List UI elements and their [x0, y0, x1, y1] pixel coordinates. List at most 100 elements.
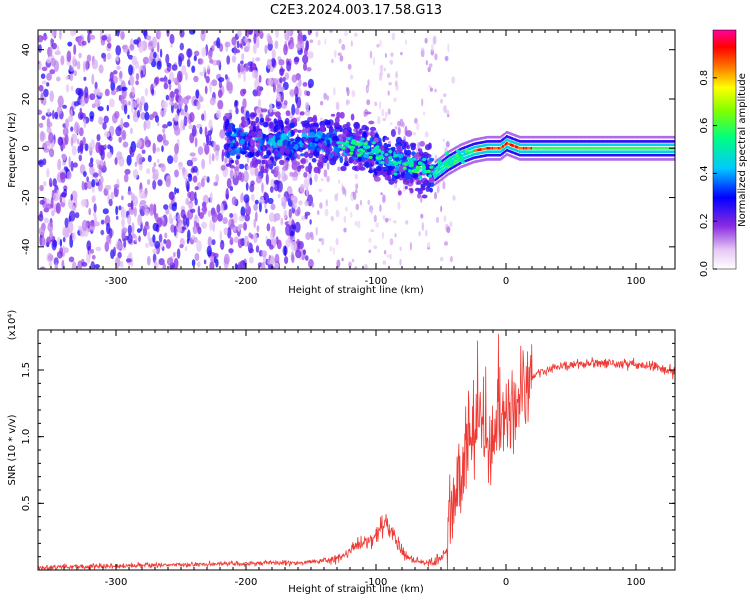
heatmap-cell [625, 150, 628, 153]
heatmap-cell [512, 133, 515, 136]
bottom-y-scale-label: (x10⁴) [7, 310, 18, 341]
heatmap-cell [463, 152, 468, 156]
heatmap-cell [561, 140, 564, 143]
heatmap-cell [625, 158, 628, 161]
heatmap-cell [70, 202, 74, 211]
heatmap-cell [507, 135, 510, 139]
heatmap-cell [393, 172, 398, 176]
heatmap-cell [630, 147, 633, 150]
heatmap-cell [428, 174, 433, 178]
heatmap-cell [474, 156, 477, 159]
heatmap-cell [394, 233, 397, 238]
heatmap-cell [127, 233, 133, 244]
heatmap-cell [51, 42, 57, 50]
heatmap-cell [558, 153, 560, 157]
heatmap-cell [428, 177, 434, 184]
heatmap-cell [550, 143, 553, 147]
heatmap-cell [559, 135, 562, 139]
heatmap-cell [465, 159, 468, 162]
heatmap-cell [593, 140, 595, 143]
heatmap-cell [663, 140, 666, 143]
heatmap-cell [300, 153, 305, 157]
bottom-x-ticks: -300 -200 -100 0 100 [50, 330, 676, 588]
heatmap-cell [515, 156, 517, 160]
heatmap-cell [162, 124, 168, 129]
heatmap-cell [304, 123, 309, 129]
heatmap-cell [537, 135, 540, 139]
heatmap-cell [520, 158, 523, 161]
heatmap-cell [655, 158, 658, 161]
heatmap-cell [253, 203, 258, 211]
heatmap-cell [171, 64, 178, 71]
heatmap-cell [572, 150, 575, 153]
heatmap-cell [658, 150, 660, 153]
heatmap-cell [173, 215, 177, 220]
heatmap-cell [174, 113, 179, 122]
heatmap-cell [54, 111, 59, 120]
heatmap-cell [49, 90, 54, 103]
heatmap-cell [152, 222, 159, 232]
heatmap-cell [538, 135, 541, 139]
heatmap-cell [568, 140, 571, 143]
heatmap-cell [301, 136, 307, 142]
heatmap-cell [509, 140, 512, 143]
heatmap-cell [469, 150, 472, 154]
heatmap-cell [315, 226, 318, 236]
heatmap-cell [303, 57, 308, 63]
heatmap-cell [443, 105, 447, 113]
heatmap-cell [436, 185, 440, 194]
colorbar [712, 29, 737, 270]
heatmap-cell [578, 135, 581, 139]
heatmap-cell [608, 140, 611, 143]
heatmap-cell [647, 135, 650, 139]
heatmap-cell [600, 158, 603, 161]
heatmap-cell [253, 218, 256, 229]
heatmap-cell [606, 140, 608, 143]
heatmap-cell [582, 140, 585, 143]
heatmap-cell [652, 150, 655, 153]
heatmap-cell [470, 153, 473, 157]
heatmap-cell [306, 137, 314, 142]
heatmap-cell [212, 222, 216, 232]
heatmap-cell [358, 156, 362, 163]
heatmap-cell [143, 224, 150, 230]
heatmap-cell [535, 147, 538, 150]
heatmap-cell [480, 159, 482, 162]
heatmap-cell [563, 143, 566, 147]
heatmap-cell [104, 241, 110, 252]
heatmap-cell [602, 143, 605, 147]
heatmap-cell [655, 143, 658, 147]
heatmap-cell [53, 257, 59, 266]
heatmap-cell [624, 158, 627, 161]
heatmap-cell [467, 163, 469, 166]
heatmap-cell [411, 172, 419, 179]
heatmap-cell [310, 143, 316, 150]
heatmap-cell [589, 150, 592, 153]
heatmap-cell [517, 149, 520, 153]
heatmap-cell [628, 150, 631, 153]
heatmap-cell [589, 147, 592, 150]
heatmap-cells [38, 30, 675, 269]
heatmap-cell [658, 147, 660, 150]
heatmap-cell [581, 150, 584, 153]
heatmap-cell [71, 261, 77, 269]
heatmap-cell [660, 143, 663, 147]
heatmap-cell [209, 97, 216, 106]
heatmap-cell [43, 88, 49, 98]
heatmap-cell [59, 238, 63, 247]
heatmap-cell [181, 64, 187, 75]
heatmap-cell [244, 136, 249, 143]
heatmap-cell [561, 147, 564, 150]
heatmap-cell [612, 158, 615, 161]
heatmap-cell [487, 150, 490, 153]
heatmap-cell [498, 158, 501, 161]
heatmap-cell [496, 140, 499, 143]
heatmap-cell [374, 146, 378, 150]
heatmap-cell [452, 169, 455, 173]
heatmap-cell [207, 210, 212, 217]
heatmap-cell [452, 165, 455, 169]
heatmap-cell [494, 158, 497, 161]
heatmap-cell [106, 52, 112, 60]
heatmap-cell [368, 155, 373, 159]
heatmap-cell [638, 147, 641, 150]
